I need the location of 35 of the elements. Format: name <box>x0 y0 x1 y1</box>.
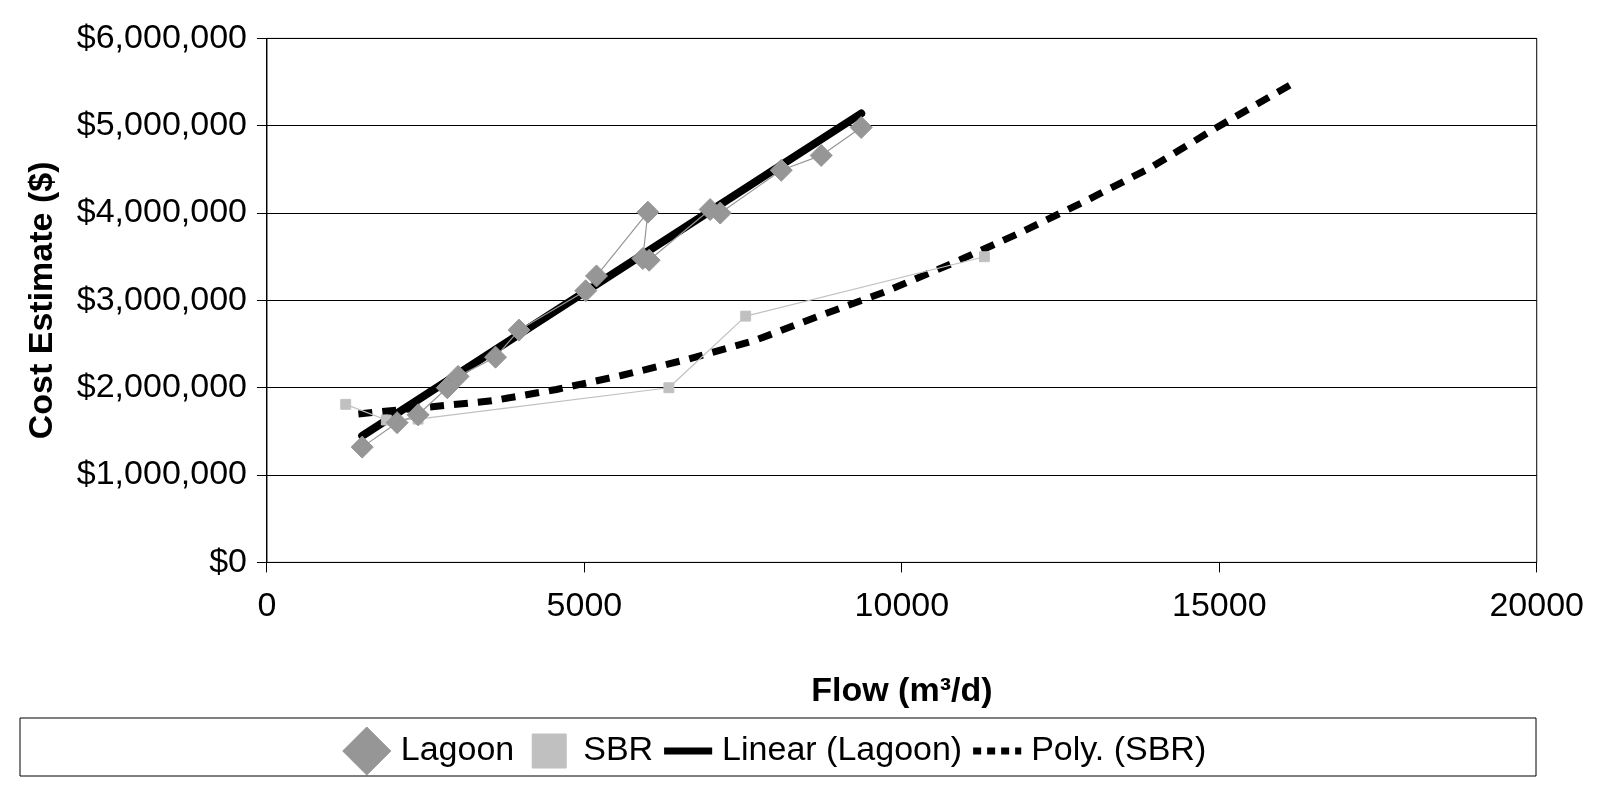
x-tick-label: 5000 <box>546 585 623 624</box>
point <box>385 411 409 435</box>
x-tick-label: 15000 <box>1172 585 1267 624</box>
point <box>507 318 531 342</box>
y-tick-label: $3,000,000 <box>76 278 247 317</box>
legend-label: Poly. (SBR) <box>1031 729 1207 768</box>
y-tick-label: $5,000,000 <box>76 104 247 143</box>
y-tick-label: $2,000,000 <box>76 366 247 405</box>
y-axis-title: Cost Estimate ($) <box>20 161 59 440</box>
point <box>484 345 508 369</box>
point <box>574 279 598 303</box>
point <box>849 115 873 139</box>
point <box>769 158 793 182</box>
x-axis-title: Flow (m³/d) <box>811 669 993 708</box>
x-tick-label: 0 <box>257 585 277 624</box>
point <box>978 251 990 263</box>
point <box>340 398 352 410</box>
x-tick-label: 10000 <box>854 585 950 624</box>
legend-label: Lagoon <box>400 729 515 768</box>
legend-label: Linear (Lagoon) <box>722 729 963 768</box>
x-tick-label: 20000 <box>1489 585 1584 624</box>
point <box>435 376 459 400</box>
y-tick-label: $4,000,000 <box>76 191 247 230</box>
point <box>350 435 374 459</box>
point <box>740 310 752 322</box>
y-tick-label: $6,000,000 <box>76 16 247 55</box>
point <box>446 364 470 388</box>
y-tick-label: $1,000,000 <box>76 453 247 492</box>
point <box>584 264 608 288</box>
point <box>663 382 675 394</box>
legend-label: SBR <box>583 729 654 768</box>
point <box>636 200 660 224</box>
y-tick-label: $0 <box>209 540 247 579</box>
point <box>809 143 833 167</box>
point <box>406 403 430 427</box>
